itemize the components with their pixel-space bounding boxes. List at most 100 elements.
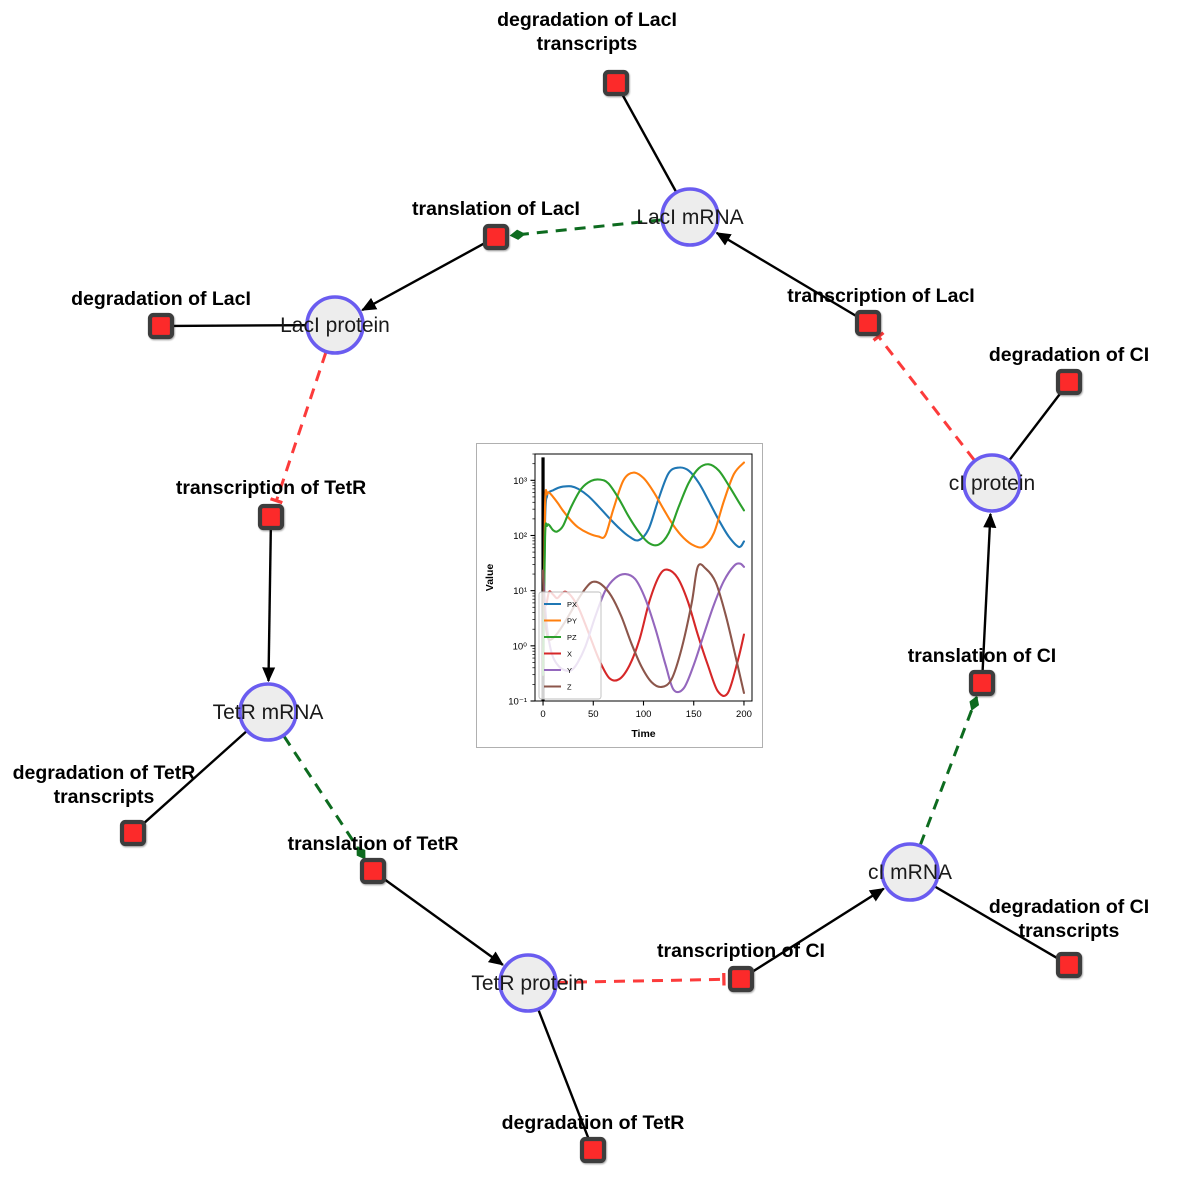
chart-yticklabel: 10⁻¹ [508, 697, 527, 708]
reaction-label-line: transcription of TetR [176, 477, 366, 499]
chart-xticklabel: 100 [636, 709, 652, 720]
species-label-laci_prot: LacI protein [280, 314, 390, 337]
chart-yticklabel: 10⁰ [513, 641, 528, 652]
edge-production [751, 887, 885, 974]
reaction-label-line: degradation of CI [989, 896, 1149, 918]
edge-catalysis [282, 735, 366, 860]
reaction-node-transl_laci[interactable] [482, 223, 510, 251]
reaction-label-transl_tetr: translation of TetR [288, 833, 459, 855]
chart-legend-label-Y: Y [567, 666, 572, 675]
reaction-label-transc_laci: transcription of LacI [787, 285, 974, 307]
reaction-label-deg_laci: degradation of LacI [71, 288, 251, 310]
reaction-node-deg_tetr[interactable] [579, 1136, 607, 1164]
chart-legend-label-PY: PY [567, 617, 577, 626]
edge-production [382, 877, 504, 966]
chart-legend-box [538, 591, 602, 700]
reaction-label-deg_ci: degradation of CI [989, 344, 1149, 366]
species-label-tetr_mrna: TetR mRNA [213, 701, 324, 724]
reaction-label-line: degradation of TetR [502, 1112, 685, 1134]
reaction-label-line: transcripts [537, 33, 638, 55]
reaction-label-transc_ci: transcription of CI [657, 940, 825, 962]
inset-time-series-plot: 10⁻¹ 10⁰ 10¹ 10² 10³ 0 50 100 150 200 PX PY PZ X Y Z T… [476, 443, 763, 748]
reaction-label-line: degradation of CI [989, 344, 1149, 366]
species-node-tetr_prot[interactable] [498, 953, 558, 1013]
reaction-node-transc_laci[interactable] [854, 309, 882, 337]
edge-production [361, 242, 486, 312]
edge-consumption [141, 730, 248, 826]
species-node-laci_mrna[interactable] [660, 187, 720, 247]
chart-yticklabel: 10² [513, 531, 527, 542]
reaction-node-transl_tetr[interactable] [359, 857, 387, 885]
chart-legend-label-PX: PX [567, 600, 577, 609]
reaction-node-transl_ci[interactable] [968, 669, 996, 697]
reaction-node-deg_ci_tr[interactable] [1055, 951, 1083, 979]
chart-xticklabel: 50 [588, 709, 599, 720]
edge-consumption [934, 885, 1059, 960]
edge-production [715, 231, 858, 318]
chart-series-PZ [541, 463, 746, 676]
edge-production [262, 529, 276, 683]
reaction-label-line: degradation of LacI [71, 288, 251, 310]
reaction-label-transl_ci: translation of CI [908, 645, 1056, 667]
edge-layer [141, 93, 1063, 1139]
reaction-label-deg_ci_tr: degradation of CI transcripts [989, 896, 1149, 942]
chart-xticklabel: 0 [540, 709, 545, 720]
species-node-laci_prot[interactable] [305, 295, 365, 355]
species-node-ci_prot[interactable] [962, 453, 1022, 513]
label-layer: LacI mRNA LacI protein TetR mRNA TetR prote… [13, 9, 1150, 1134]
chart-series-PY [541, 461, 746, 676]
chart-legend-label-PZ: PZ [567, 633, 577, 642]
reaction-label-line: degradation of TetR [13, 762, 196, 784]
node-layer [119, 69, 1083, 1164]
edge-inhibition [556, 972, 726, 986]
chart-xlabel: Time [631, 728, 655, 740]
chart-xticklabel: 200 [736, 709, 752, 720]
reaction-label-line: transcription of LacI [787, 285, 974, 307]
edge-consumption [1008, 391, 1063, 461]
chart-axes: 10⁻¹ 10⁰ 10¹ 10² 10³ 0 50 100 150 200 [508, 453, 753, 720]
chart-svg: 10⁻¹ 10⁰ 10¹ 10² 10³ 0 50 100 150 200 PX PY PZ XYZ T… [477, 444, 762, 747]
chart-yticklabel: 10¹ [513, 586, 527, 597]
reaction-label-deg_tetr_tr: degradation of TetR transcripts [13, 762, 196, 808]
reaction-node-deg_laci[interactable] [147, 312, 175, 340]
reaction-label-line: translation of CI [908, 645, 1056, 667]
species-label-tetr_prot: TetR protein [471, 972, 584, 995]
edge-inhibition [872, 331, 976, 461]
reaction-label-line: degradation of LacI [497, 9, 677, 31]
chart-ylabel: Value [484, 564, 496, 592]
chart-yticklabel: 10³ [513, 476, 527, 487]
reaction-node-transc_ci[interactable] [727, 965, 755, 993]
chart-legend-label-Z: Z [567, 683, 572, 692]
reaction-label-transc_tetr: transcription of TetR [176, 477, 366, 499]
chart-series-PX [541, 466, 746, 676]
chart-axis-labels: Time Value [484, 564, 656, 740]
chart-xticklabel: 150 [686, 709, 702, 720]
species-label-ci_mrna: cI mRNA [868, 861, 952, 884]
edge-catalysis [509, 218, 662, 240]
reaction-label-line: transcription of CI [657, 940, 825, 962]
chart-legend-label-X: X [567, 650, 572, 659]
edge-catalysis [918, 695, 980, 846]
reaction-node-transc_tetr[interactable] [257, 503, 285, 531]
reaction-node-deg_laci_tr[interactable] [602, 69, 630, 97]
edge-consumption [173, 323, 307, 328]
species-node-tetr_mrna[interactable] [238, 682, 298, 742]
reaction-label-deg_tetr: degradation of TetR [502, 1112, 685, 1134]
edge-consumption [621, 93, 678, 193]
species-label-ci_prot: cI protein [949, 472, 1035, 495]
species-node-ci_mrna[interactable] [880, 842, 940, 902]
edge-inhibition [269, 352, 328, 505]
reaction-label-deg_laci_tr: degradation of LacI transcripts [497, 9, 677, 55]
reaction-label-line: transcripts [54, 786, 155, 808]
reaction-node-deg_ci[interactable] [1055, 368, 1083, 396]
reaction-label-transl_laci: translation of LacI [412, 198, 580, 220]
reaction-label-line: transcripts [1019, 920, 1120, 942]
reaction-node-deg_tetr_tr[interactable] [119, 819, 147, 847]
edge-production [981, 512, 997, 671]
chart-legend: PX PY PZ XYZ [538, 591, 602, 700]
reaction-label-line: translation of LacI [412, 198, 580, 220]
chart-background [477, 444, 762, 747]
reaction-label-line: translation of TetR [288, 833, 459, 855]
